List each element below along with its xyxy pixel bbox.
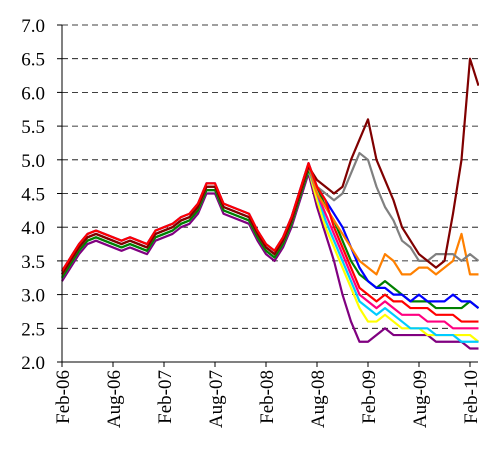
x-tick-label: Feb-06 (53, 370, 74, 424)
series-line (61, 57, 479, 275)
x-tick-label: Aug-06 (104, 370, 125, 428)
y-tick-label: 4.5 (21, 185, 45, 206)
y-tick-label: 2.0 (21, 353, 45, 374)
series-line (61, 162, 479, 309)
series-line (61, 172, 479, 350)
y-tick-label: 6.0 (21, 83, 45, 104)
x-tick-label: Feb-09 (359, 370, 380, 424)
y-tick-label: 6.5 (21, 50, 45, 71)
y-tick-label: 3.0 (21, 286, 45, 307)
x-tick-label: Feb-10 (461, 370, 479, 424)
x-tick-label: Feb-07 (155, 370, 176, 424)
y-tick-label: 4.0 (21, 218, 45, 239)
x-tick-label: Aug-08 (308, 370, 329, 428)
x-tick-label: Aug-09 (410, 370, 431, 428)
y-tick-label: 7.0 (21, 16, 45, 37)
series-line (61, 162, 479, 323)
y-tick-label: 3.5 (21, 252, 45, 273)
x-tick-label: Feb-08 (257, 370, 278, 424)
y-tick-label: 5.5 (21, 117, 45, 138)
y-tick-label: 5.0 (21, 151, 45, 172)
x-tick-label: Aug-07 (206, 370, 227, 428)
y-tick-label: 2.5 (21, 319, 45, 340)
